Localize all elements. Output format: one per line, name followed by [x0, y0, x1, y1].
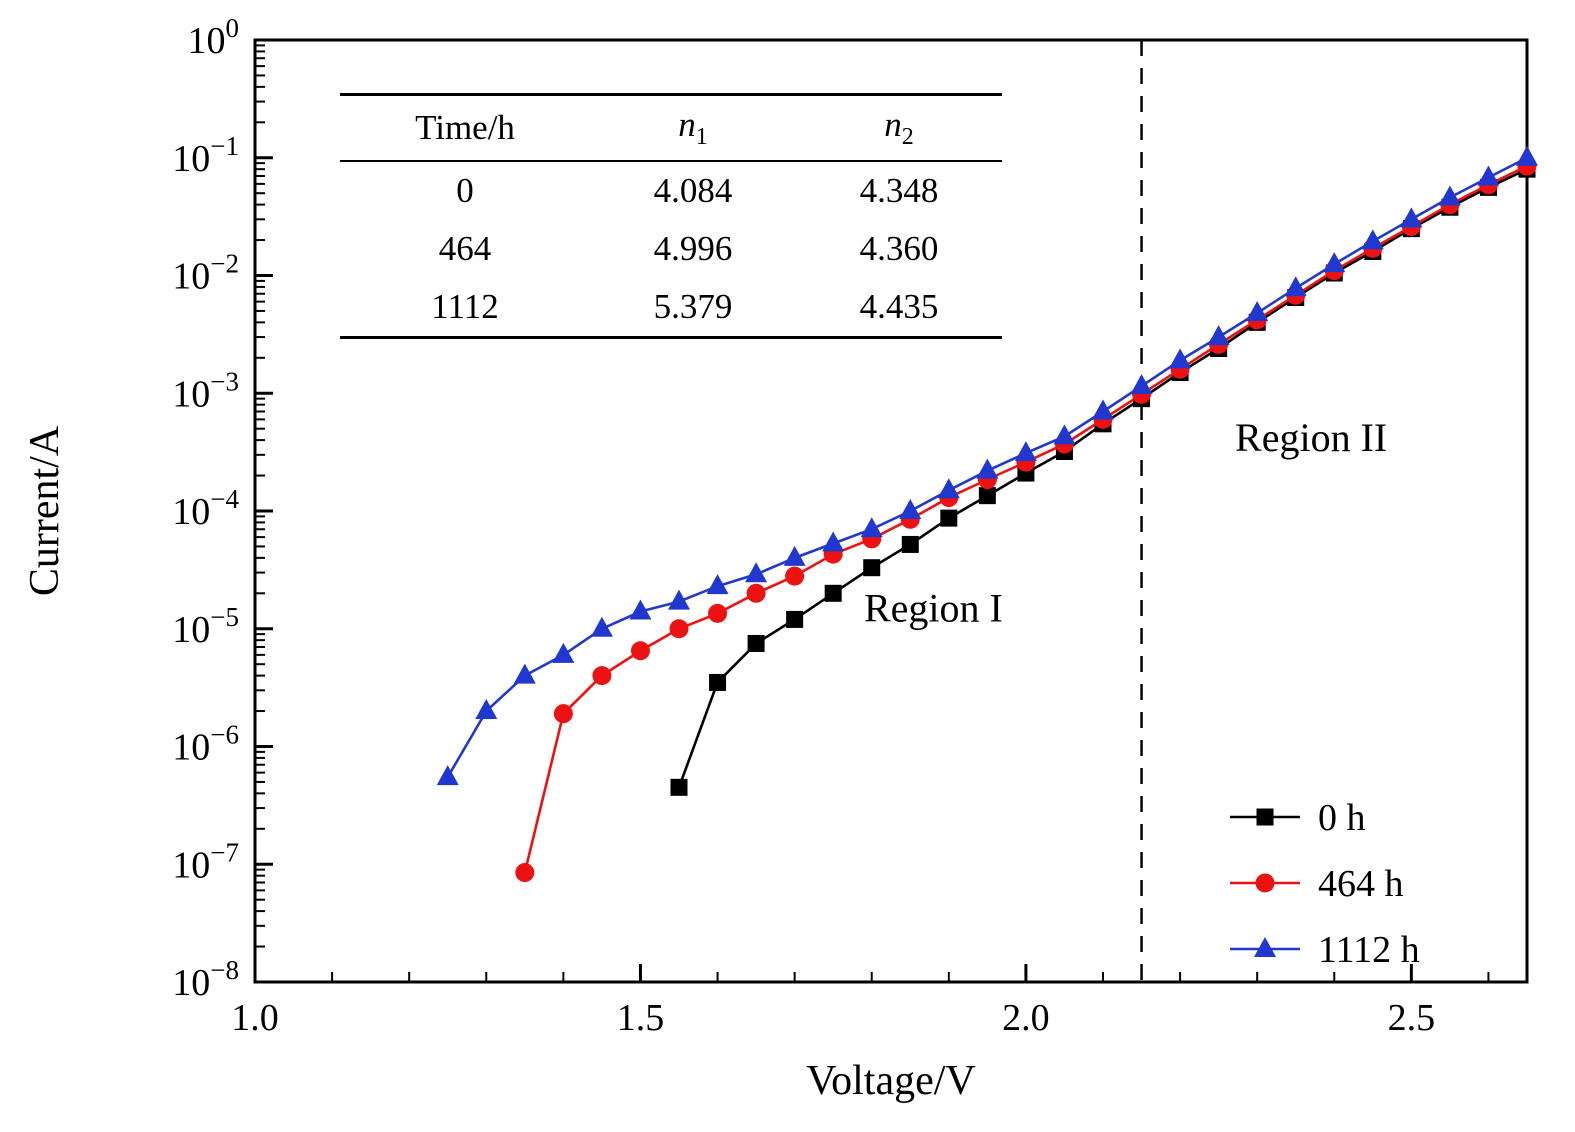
- inset-table: Time/h n1 n2 0 4.084 4.348 464 4.996 4.360 1112 5…: [340, 93, 1002, 339]
- inset-table-cell: 1112: [431, 287, 499, 326]
- marker-triangle: [899, 499, 922, 519]
- marker-triangle: [1246, 301, 1269, 322]
- inset-table-header-1: n1: [678, 105, 708, 150]
- legend-marker: [1256, 808, 1274, 826]
- y-tick-label: 10−8: [172, 955, 239, 1004]
- x-tick-label: 2.0: [1002, 997, 1050, 1039]
- marker-triangle: [1361, 229, 1384, 250]
- marker-square: [786, 610, 804, 628]
- marker-triangle: [822, 531, 845, 552]
- inset-table-row-1: 464 4.996 4.360: [340, 220, 1002, 278]
- marker-triangle: [1516, 145, 1538, 166]
- y-tick-label: 10−3: [172, 366, 239, 415]
- marker-triangle: [513, 663, 536, 684]
- marker-triangle: [475, 699, 498, 720]
- y-tick-label: 10−2: [172, 249, 239, 298]
- series-1112-h: [436, 145, 1538, 786]
- x-axis-label: Voltage/V: [806, 1058, 976, 1104]
- marker-triangle: [1438, 185, 1461, 206]
- inset-table-header-row: Time/h n1 n2: [340, 94, 1002, 161]
- y-tick-label: 10−4: [172, 484, 239, 533]
- marker-circle: [515, 863, 535, 883]
- inset-table-cell: 4.084: [653, 171, 733, 210]
- marker-triangle: [783, 545, 806, 566]
- y-axis-ticks: 100 10−1 10−2 10−3 10−4 10−5 10−6 10−7 10−8: [172, 13, 273, 1004]
- marker-circle: [785, 566, 805, 586]
- marker-square: [940, 509, 958, 527]
- x-axis-ticks: 1.0 1.5 2.0 2.5: [231, 964, 1490, 1039]
- marker-triangle: [1014, 441, 1037, 462]
- marker-triangle: [1169, 348, 1192, 369]
- x-tick-label: 1.5: [617, 997, 665, 1039]
- y-tick-label: 10−6: [172, 720, 239, 769]
- legend-marker: [1254, 937, 1276, 957]
- y-tick-label: 100: [188, 13, 240, 62]
- y-tick-label: 10−5: [172, 602, 239, 651]
- marker-circle: [708, 603, 728, 623]
- annotation-region-ii: Region II: [1235, 415, 1387, 460]
- marker-triangle: [1092, 399, 1114, 420]
- legend-item-1: 464 h: [1230, 863, 1404, 905]
- inset-table-row-0: 0 4.084 4.348: [340, 161, 1002, 220]
- marker-triangle: [1053, 424, 1076, 445]
- marker-triangle: [1207, 325, 1230, 346]
- inset-table-row-2: 1112 5.379 4.435: [340, 278, 1002, 338]
- marker-square: [901, 535, 919, 553]
- marker-square: [670, 778, 688, 796]
- legend: 0 h 464 h 1112 h: [1230, 797, 1420, 971]
- marker-triangle: [860, 517, 883, 538]
- inset-table-cell: 4.360: [859, 229, 939, 268]
- marker-square: [709, 673, 727, 691]
- series-group: [436, 145, 1538, 883]
- y-tick-label: 10−7: [172, 837, 239, 886]
- marker-triangle: [1130, 374, 1153, 395]
- marker-circle: [630, 641, 650, 661]
- marker-triangle: [590, 616, 613, 637]
- marker-triangle: [629, 599, 652, 620]
- marker-triangle: [1477, 165, 1500, 186]
- x-tick-label: 1.0: [231, 997, 279, 1039]
- marker-square: [824, 584, 842, 602]
- inset-table-cell: 4.996: [653, 229, 733, 268]
- marker-triangle: [436, 765, 459, 786]
- y-tick-label: 10−1: [172, 131, 239, 180]
- y-axis-label: Current/A: [22, 425, 68, 596]
- inset-table-header-2: n2: [884, 105, 914, 150]
- marker-triangle: [1400, 207, 1423, 228]
- inset-table-header-0: Time/h: [415, 108, 515, 147]
- inset-table-cell: 464: [438, 229, 492, 268]
- marker-circle: [746, 583, 766, 603]
- marker-circle: [669, 619, 689, 639]
- marker-triangle: [937, 478, 960, 499]
- inset-table-cell: 0: [456, 171, 474, 210]
- legend-label: 0 h: [1318, 797, 1366, 839]
- annotation-region-i: Region I: [864, 586, 1003, 631]
- legend-label: 464 h: [1318, 863, 1404, 905]
- marker-square: [863, 559, 881, 577]
- marker-circle: [553, 704, 573, 724]
- marker-triangle: [706, 574, 729, 595]
- legend-marker: [1255, 873, 1275, 893]
- marker-triangle: [976, 458, 999, 479]
- inset-table-body: 0 4.084 4.348 464 4.996 4.360 1112 5.379 4.435: [340, 161, 1002, 338]
- inset-table-cell: 4.348: [859, 171, 939, 210]
- inset-table-header: Time/h n1 n2: [340, 94, 1002, 161]
- marker-triangle: [1284, 276, 1307, 297]
- inset-table-cell: 4.435: [859, 287, 939, 326]
- legend-label: 1112 h: [1318, 929, 1420, 971]
- marker-triangle: [668, 589, 690, 610]
- legend-item-0: 0 h: [1230, 797, 1366, 839]
- marker-square: [978, 487, 996, 505]
- marker-triangle: [1323, 252, 1346, 273]
- x-tick-label: 2.5: [1388, 997, 1436, 1039]
- inset-table-cell: 5.379: [653, 287, 733, 326]
- legend-item-2: 1112 h: [1230, 929, 1420, 971]
- marker-triangle: [552, 642, 575, 663]
- marker-triangle: [745, 562, 768, 583]
- marker-square: [747, 634, 765, 652]
- marker-circle: [592, 666, 612, 686]
